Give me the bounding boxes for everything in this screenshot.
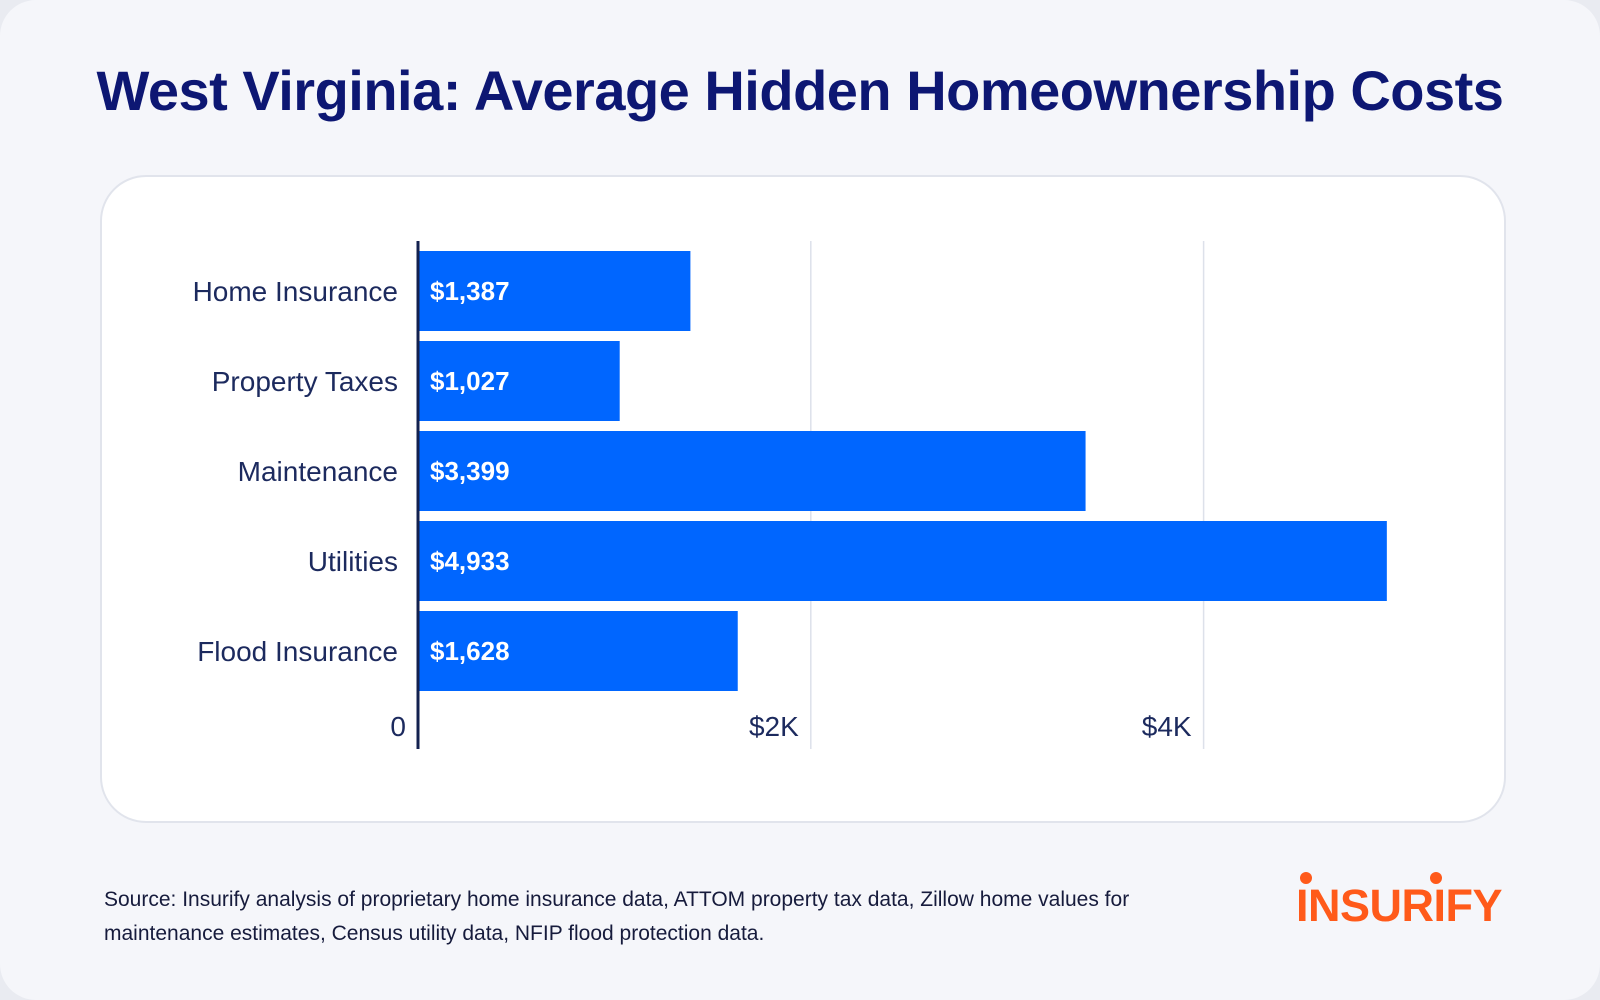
chart-card: Home Insurance $1,387 Property Taxes $1,027… — [100, 175, 1506, 823]
logo-text: INSURIFY — [1296, 880, 1503, 931]
value-label-0: $1,387 — [430, 276, 510, 306]
x-tick-label-2: $4K — [1142, 711, 1192, 742]
x-tick-label-1: $2K — [749, 711, 799, 742]
value-label-1: $1,027 — [430, 366, 510, 396]
category-label-2: Maintenance — [238, 456, 398, 487]
value-label-2: $3,399 — [430, 456, 510, 486]
category-label-0: Home Insurance — [193, 276, 398, 307]
category-label-4: Flood Insurance — [197, 636, 398, 667]
value-label-4: $1,628 — [430, 636, 510, 666]
source-note: Source: Insurify analysis of proprietary… — [104, 888, 1130, 945]
logo-dot-i2 — [1430, 872, 1442, 884]
bar-1 — [418, 341, 620, 421]
x-tick-label-0: 0 — [390, 711, 406, 742]
insurify-logo: INSURIFY — [1296, 870, 1508, 931]
bar-2 — [418, 431, 1086, 511]
bar-chart: Home Insurance $1,387 Property Taxes $1,027… — [193, 241, 1387, 749]
page-title: West Virginia: Average Hidden Homeowners… — [96, 59, 1504, 122]
bar-0 — [418, 251, 691, 331]
logo-dot-i — [1300, 872, 1312, 884]
value-label-3: $4,933 — [430, 546, 510, 576]
category-label-1: Property Taxes — [212, 366, 398, 397]
category-label-3: Utilities — [308, 546, 398, 577]
bar-3 — [418, 521, 1387, 601]
bar-4 — [418, 611, 738, 691]
